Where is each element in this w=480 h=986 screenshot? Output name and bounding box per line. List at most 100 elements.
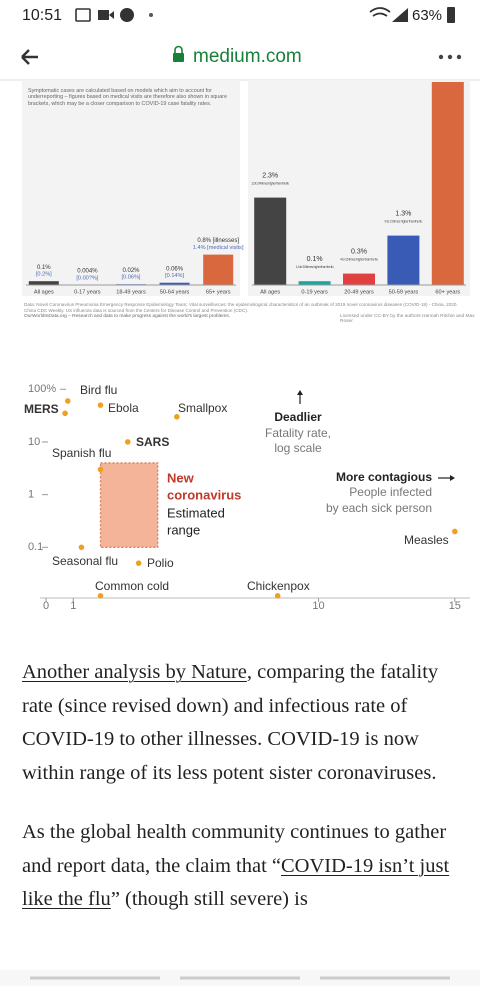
url[interactable]: medium.com bbox=[193, 46, 302, 67]
point-label: Common cold bbox=[95, 579, 169, 593]
y-tick-label: 100% bbox=[28, 383, 56, 395]
bar bbox=[203, 254, 234, 285]
value-sub-label: [0.14%] bbox=[165, 273, 184, 279]
menu-button[interactable] bbox=[438, 54, 444, 60]
point bbox=[174, 414, 180, 420]
text: As the global health community continues… bbox=[22, 821, 447, 877]
estimated-range bbox=[99, 462, 159, 548]
value-label: 0.004% bbox=[77, 268, 98, 274]
point-label: Polio bbox=[147, 556, 174, 570]
category-label: 0-19 years bbox=[301, 289, 328, 295]
screen: 10:51 63% medium.com All ages0.1%[0.2%]0… bbox=[0, 6, 480, 612]
battery-text: 63% bbox=[412, 7, 442, 24]
point bbox=[97, 466, 104, 473]
value-sub-label: 9 to 21 times higher than the flu bbox=[384, 220, 422, 224]
annotation-text: range bbox=[167, 522, 200, 537]
text: , comparing the fatality rate (since rev… bbox=[22, 661, 439, 784]
value-sub-label: [0.2%] bbox=[36, 272, 52, 278]
signal-icon bbox=[392, 8, 408, 22]
point-label: Bird flu bbox=[80, 383, 117, 397]
bar bbox=[254, 197, 287, 285]
link[interactable]: COVID-19 isn’t just like the flu bbox=[22, 854, 450, 911]
point bbox=[78, 544, 85, 551]
link[interactable]: Another analysis by Nature bbox=[22, 661, 247, 683]
facebook-icon bbox=[120, 8, 134, 22]
gallery-icon bbox=[75, 8, 91, 22]
annotation-text: People infected bbox=[349, 485, 432, 499]
annotation-text: Estimated bbox=[167, 505, 225, 520]
point bbox=[135, 560, 142, 566]
annotation-title: More contagious bbox=[336, 470, 432, 484]
point bbox=[274, 593, 281, 599]
x-tick-label: 10 bbox=[312, 600, 324, 612]
bar bbox=[159, 282, 190, 285]
value-label: 2.3% bbox=[262, 172, 278, 179]
annotation-title: coronavirus bbox=[167, 487, 241, 502]
x-tick-label: 1 bbox=[70, 600, 76, 612]
value-label: 0.3% bbox=[351, 248, 367, 255]
text: ” (though still severe) is bbox=[110, 888, 308, 910]
value-sub-label: 1.4 to 3.5 times higher than the flu bbox=[296, 265, 334, 269]
point bbox=[124, 439, 131, 445]
bar bbox=[343, 273, 375, 285]
paragraph: Another analysis by Nature, comparing th… bbox=[22, 656, 462, 790]
value-sub-label: 4 to 15 times higher than the flu bbox=[340, 258, 378, 262]
value-label: 0.06% bbox=[166, 266, 184, 272]
value-label: 0.1% bbox=[37, 265, 51, 271]
figure-license: Licensed under CC-BY by the authors Hann… bbox=[340, 314, 475, 324]
value-sub-label: 1.4% [medical visits] bbox=[193, 245, 244, 251]
annotation-text: by each sick person bbox=[326, 501, 432, 515]
category-label: 60+ years bbox=[435, 289, 460, 295]
menu-button[interactable] bbox=[447, 54, 453, 60]
figure-2: 100% 10 1 0.1 0 1 10 15 New coronavirus Estimated r… bbox=[24, 383, 461, 612]
annotation-text: log scale bbox=[274, 441, 322, 455]
bar bbox=[431, 82, 464, 285]
figure-note: Symptomatic cases are calculated based o… bbox=[28, 88, 227, 107]
point-label: Ebola bbox=[108, 401, 139, 415]
bar bbox=[298, 281, 331, 285]
point bbox=[97, 593, 104, 599]
paragraph: As the global health community continues… bbox=[22, 816, 462, 917]
point bbox=[62, 410, 68, 417]
figure-source: Data: Novel Coronavirus Pneumonia Emerge… bbox=[24, 302, 458, 313]
x-tick-label: 15 bbox=[449, 600, 461, 612]
point-label: Chickenpox bbox=[247, 579, 310, 593]
annotation-title: New bbox=[167, 470, 195, 485]
time: 10:51 bbox=[22, 7, 62, 24]
value-sub-label: [0.00?%] bbox=[76, 275, 99, 281]
y-tick-label: 1 bbox=[28, 489, 34, 501]
arrow bbox=[297, 390, 303, 395]
category-label: All ages bbox=[34, 289, 54, 295]
point-label: Smallpox bbox=[178, 401, 227, 415]
value-sub-label: [0.06%] bbox=[122, 275, 141, 281]
lock-icon bbox=[173, 53, 184, 62]
point-label: MERS bbox=[24, 402, 59, 416]
back-button[interactable] bbox=[21, 49, 38, 65]
video-icon bbox=[98, 10, 109, 20]
annotation-title: Deadlier bbox=[274, 410, 322, 424]
point-label: Spanish flu bbox=[52, 446, 111, 460]
figure-footer: OurWorldInData.org – Research and data t… bbox=[24, 314, 231, 319]
video-icon bbox=[109, 11, 114, 19]
wifi-icon bbox=[369, 7, 391, 17]
menu-button[interactable] bbox=[456, 54, 462, 60]
value-sub-label: 12 to 24 times higher than the flu bbox=[251, 182, 289, 186]
annotation-text: Fatality rate, bbox=[265, 426, 331, 440]
point bbox=[97, 402, 104, 408]
battery-icon bbox=[447, 7, 455, 23]
category-label: 50-64 years bbox=[160, 289, 190, 295]
bar bbox=[387, 235, 420, 285]
arrow bbox=[450, 475, 455, 481]
value-label: 0.02% bbox=[122, 268, 140, 274]
value-label: 1.3% bbox=[395, 210, 411, 217]
y-tick-label: 0.1 bbox=[28, 541, 43, 553]
bar bbox=[28, 281, 59, 285]
article: Another analysis by Nature, comparing th… bbox=[22, 656, 462, 943]
lock-icon bbox=[174, 45, 183, 53]
point-label: Seasonal flu bbox=[52, 554, 118, 568]
category-label: All ages bbox=[260, 289, 280, 295]
point-label: Measles bbox=[404, 533, 449, 547]
value-label: 0.1% bbox=[307, 256, 323, 263]
x-tick-label: 0 bbox=[43, 600, 49, 612]
